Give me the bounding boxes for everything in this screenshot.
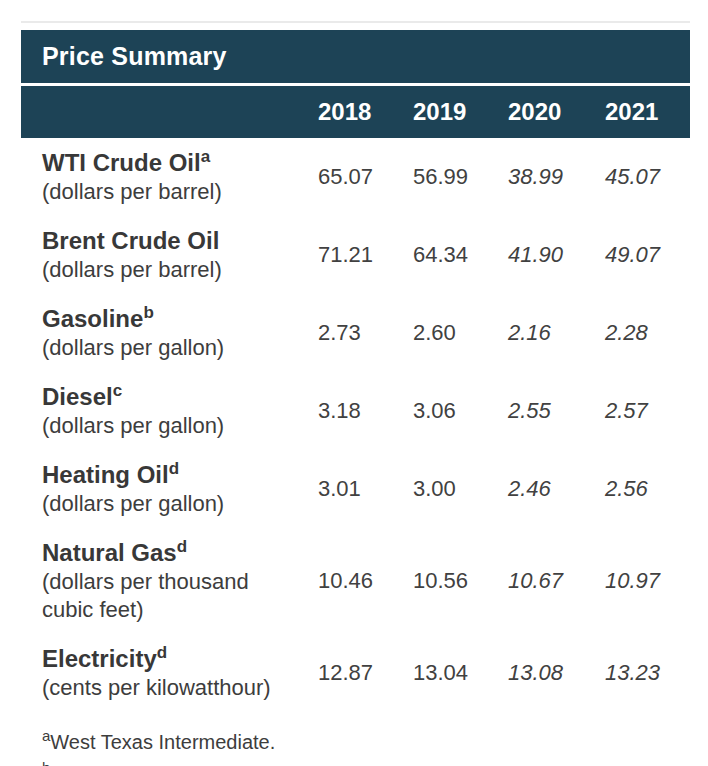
row-label: Gasolineb xyxy=(42,304,318,334)
value-cell: 13.23 xyxy=(605,660,690,686)
row-label: Natural Gasd xyxy=(42,538,318,568)
value-cell: 2.55 xyxy=(508,398,605,424)
price-summary-table: Price Summary 2018201920202021 WTI Crude… xyxy=(21,30,690,712)
footnote-marker: b xyxy=(42,759,50,766)
value-cell: 13.04 xyxy=(413,660,508,686)
year-header-row: 2018201920202021 xyxy=(21,86,690,138)
row-unit: (dollars per barrel) xyxy=(42,178,277,206)
value-cell: 10.67 xyxy=(508,568,605,594)
value-cell: 2.73 xyxy=(318,320,413,346)
footnote-marker: a xyxy=(201,147,210,166)
value-cell: 3.18 xyxy=(318,398,413,424)
row-label-cell: WTI Crude Oila(dollars per barrel) xyxy=(21,148,318,206)
value-cell: 2.60 xyxy=(413,320,508,346)
year-column-header: 2019 xyxy=(413,98,508,126)
table-body: WTI Crude Oila(dollars per barrel)65.075… xyxy=(21,138,690,712)
value-cell: 2.28 xyxy=(605,320,690,346)
value-cell: 45.07 xyxy=(605,164,690,190)
footnotes: aWest Texas Intermediate.b xyxy=(42,726,275,766)
value-cell: 64.34 xyxy=(413,242,508,268)
footnote-marker: b xyxy=(143,303,153,322)
value-cell: 2.46 xyxy=(508,476,605,502)
value-cell: 41.90 xyxy=(508,242,605,268)
row-unit: (dollars per gallon) xyxy=(42,490,277,518)
value-cell: 65.07 xyxy=(318,164,413,190)
footnote-text: West Texas Intermediate. xyxy=(50,731,275,753)
top-divider xyxy=(21,21,690,23)
year-column-header: 2021 xyxy=(605,98,690,126)
row-label-cell: Dieselc(dollars per gallon) xyxy=(21,382,318,440)
value-cell: 10.56 xyxy=(413,568,508,594)
table-row: Brent Crude Oil(dollars per barrel)71.21… xyxy=(21,216,690,294)
row-label-cell: Heating Oild(dollars per gallon) xyxy=(21,460,318,518)
row-label: Brent Crude Oil xyxy=(42,226,318,256)
year-column-header: 2020 xyxy=(508,98,605,126)
value-cell: 12.87 xyxy=(318,660,413,686)
value-cell: 71.21 xyxy=(318,242,413,268)
row-unit: (dollars per gallon) xyxy=(42,334,277,362)
value-cell: 38.99 xyxy=(508,164,605,190)
table-row: WTI Crude Oila(dollars per barrel)65.075… xyxy=(21,138,690,216)
table-row: Electricityd(cents per kilowatthour)12.8… xyxy=(21,634,690,712)
footnote-marker: d xyxy=(177,537,187,556)
value-cell: 2.57 xyxy=(605,398,690,424)
value-cell: 49.07 xyxy=(605,242,690,268)
row-unit: (dollars per thousand cubic feet) xyxy=(42,568,277,624)
row-label-cell: Gasolineb(dollars per gallon) xyxy=(21,304,318,362)
value-cell: 2.16 xyxy=(508,320,605,346)
row-label-cell: Brent Crude Oil(dollars per barrel) xyxy=(21,226,318,284)
footnote-marker: d xyxy=(157,643,167,662)
value-cell: 3.00 xyxy=(413,476,508,502)
value-cell: 3.01 xyxy=(318,476,413,502)
row-label: Dieselc xyxy=(42,382,318,412)
value-cell: 13.08 xyxy=(508,660,605,686)
value-cell: 3.06 xyxy=(413,398,508,424)
footnote-marker: c xyxy=(113,381,122,400)
footnote-marker: d xyxy=(169,459,179,478)
row-label-cell: Natural Gasd(dollars per thousand cubic … xyxy=(21,538,318,624)
table-row: Heating Oild(dollars per gallon)3.013.00… xyxy=(21,450,690,528)
value-cell: 56.99 xyxy=(413,164,508,190)
row-label: Electricityd xyxy=(42,644,318,674)
table-title: Price Summary xyxy=(42,42,227,71)
row-label-cell: Electricityd(cents per kilowatthour) xyxy=(21,644,318,702)
row-label: WTI Crude Oila xyxy=(42,148,318,178)
table-row: Gasolineb(dollars per gallon)2.732.602.1… xyxy=(21,294,690,372)
table-title-bar: Price Summary xyxy=(21,30,690,83)
footnote: aWest Texas Intermediate. xyxy=(42,726,275,758)
value-cell: 2.56 xyxy=(605,476,690,502)
year-column-header: 2018 xyxy=(318,98,413,126)
row-unit: (dollars per gallon) xyxy=(42,412,277,440)
footnote: b xyxy=(42,758,275,766)
row-unit: (cents per kilowatthour) xyxy=(42,674,277,702)
table-row: Dieselc(dollars per gallon)3.183.062.552… xyxy=(21,372,690,450)
row-label: Heating Oild xyxy=(42,460,318,490)
table-row: Natural Gasd(dollars per thousand cubic … xyxy=(21,528,690,634)
value-cell: 10.46 xyxy=(318,568,413,594)
value-cell: 10.97 xyxy=(605,568,690,594)
row-unit: (dollars per barrel) xyxy=(42,256,277,284)
